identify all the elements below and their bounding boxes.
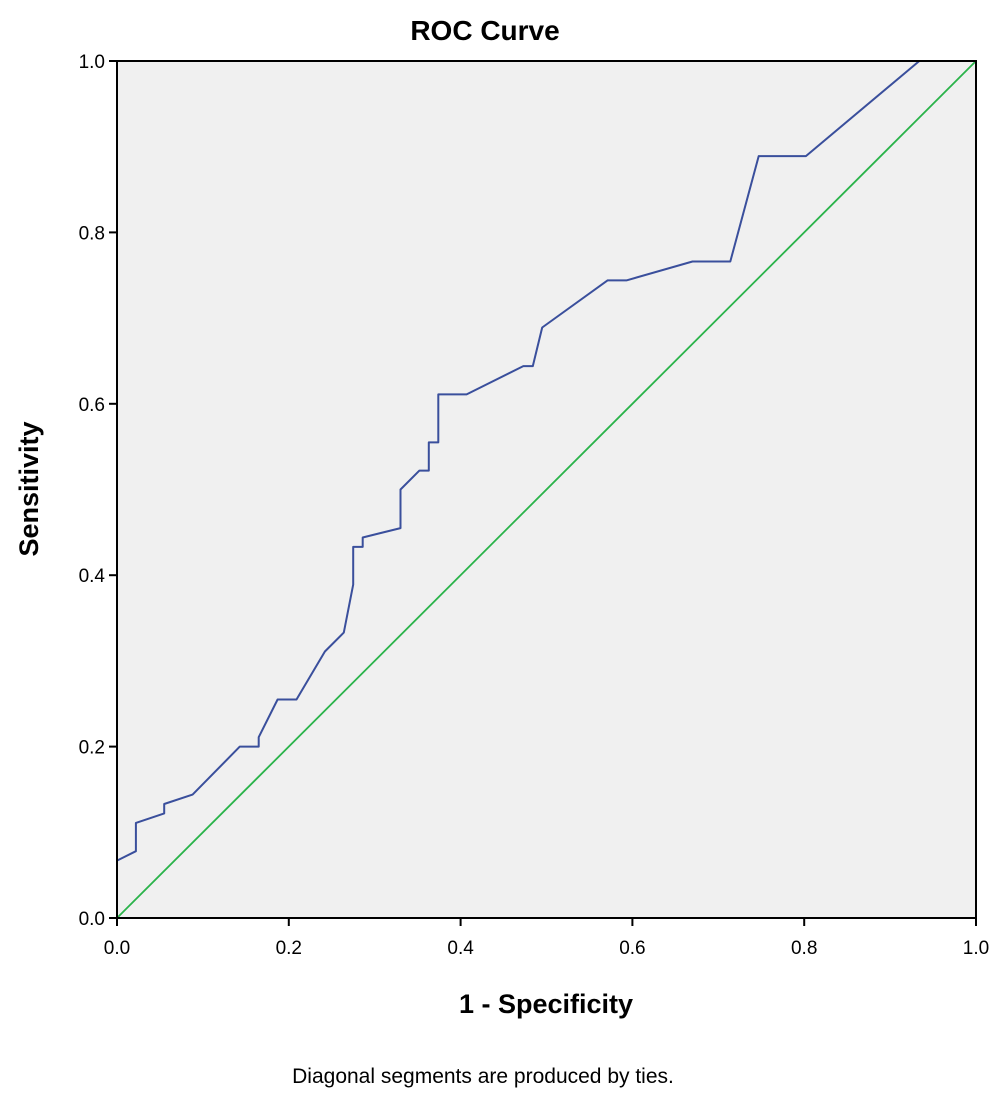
y-tick-label: 0.2: [79, 738, 105, 759]
y-axis-ticks: 0.0 0.2 0.4 0.6 0.8 1.0: [79, 52, 117, 930]
chart-title: ROC Curve: [410, 15, 559, 46]
x-axis-label: 1 - Specificity: [459, 989, 633, 1019]
series-layer: [116, 60, 977, 919]
x-tick-label: 0.0: [104, 938, 130, 959]
x-tick-label: 0.8: [791, 938, 817, 959]
y-tick-label: 1.0: [79, 52, 105, 73]
chart-footnote: Diagonal segments are produced by ties.: [292, 1065, 674, 1088]
roc-curve-line: [116, 60, 976, 918]
y-tick-label: 0.6: [79, 395, 105, 416]
x-tick-label: 0.6: [619, 938, 645, 959]
y-tick-label: 0.0: [79, 909, 105, 930]
y-tick-label: 0.8: [79, 223, 105, 244]
y-tick-label: 0.4: [79, 566, 106, 587]
y-axis-label: Sensitivity: [14, 421, 44, 556]
x-axis-ticks: 0.0 0.2 0.4 0.6 0.8 1.0: [104, 918, 989, 959]
x-tick-label: 0.2: [276, 938, 302, 959]
reference-diagonal-line: [116, 60, 977, 919]
x-tick-label: 0.4: [447, 938, 474, 959]
plot-frame: [116, 60, 977, 919]
x-tick-label: 1.0: [963, 938, 989, 959]
